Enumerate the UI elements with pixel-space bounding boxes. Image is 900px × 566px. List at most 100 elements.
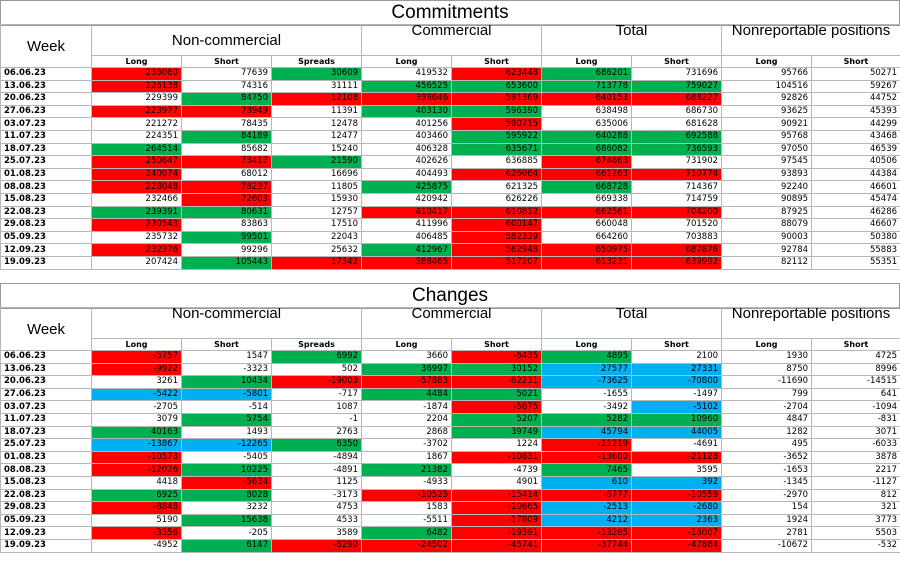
value-cell: 5207 — [450, 412, 543, 427]
value-cell: 3878 — [811, 450, 900, 465]
value-cell: 668728 — [541, 180, 633, 194]
value-cell: 46286 — [811, 205, 900, 220]
value-cell: 88079 — [721, 218, 813, 232]
value-cell: 228048 — [91, 180, 182, 194]
value-cell: 388465 — [361, 255, 452, 270]
value-cell: 799 — [721, 387, 813, 402]
value-cell: -1345 — [721, 475, 813, 490]
value-cell: 406328 — [361, 142, 452, 157]
value-cell: -1874 — [361, 400, 452, 414]
value-cell: -13285 — [541, 526, 633, 540]
week-cell: 03.07.23 — [0, 117, 92, 131]
table-row: 12.09.23 -3356 -205 3589 6482 -19391 -13285 -16… — [0, 526, 900, 540]
value-cell: -5102 — [631, 400, 723, 414]
value-cell: 83863 — [181, 218, 272, 232]
value-cell: 5190 — [91, 513, 182, 528]
value-cell: 2868 — [361, 425, 452, 440]
value-cell: 154 — [721, 501, 813, 515]
value-cell: 3232 — [181, 501, 272, 515]
value-cell: 401256 — [361, 117, 452, 131]
value-cell: 92240 — [721, 180, 813, 194]
total-header: Total — [541, 307, 723, 339]
value-cell: 406485 — [361, 230, 452, 245]
value-cell: 17342 — [271, 255, 362, 270]
table-row: 12.09.23 232376 99296 25632 412967 562948 6509… — [0, 243, 900, 257]
changes-title: Changes — [0, 283, 900, 309]
week-cell: 29.08.23 — [0, 501, 92, 515]
value-cell: 264514 — [91, 142, 182, 157]
value-cell: 43468 — [811, 129, 900, 144]
value-cell: 11391 — [271, 104, 362, 119]
value-cell: 44384 — [811, 167, 900, 182]
week-header: Week — [0, 24, 92, 68]
value-cell: 411996 — [361, 218, 452, 232]
value-cell: 731696 — [631, 67, 723, 81]
table-row: 11.07.23 3079 5754 -1 2204 5207 5282 10960 4847-… — [0, 412, 900, 427]
week-cell: 15.08.23 — [0, 192, 92, 207]
value-cell: 84189 — [181, 129, 272, 144]
value-cell: -70800 — [631, 375, 723, 389]
value-cell: 321 — [811, 501, 900, 515]
value-cell: 59267 — [811, 79, 900, 94]
value-cell: -717 — [271, 387, 362, 402]
value-cell: 688227 — [631, 92, 723, 106]
value-cell: 1583 — [361, 501, 452, 515]
week-header: Week — [0, 307, 92, 351]
week-cell: 20.06.23 — [0, 92, 92, 106]
value-cell: 240074 — [91, 167, 182, 182]
value-cell: 4847 — [721, 412, 813, 427]
value-cell: 12478 — [271, 117, 362, 131]
value-cell: 46539 — [811, 142, 900, 157]
week-cell: 13.06.23 — [0, 362, 92, 377]
table-row: 13.06.23 226138 74316 31111 456525 653600 7137… — [0, 79, 900, 94]
table-row: 18.07.23 264514 85682 15240 406328 635671 6860… — [0, 142, 900, 157]
value-cell: 640153 — [541, 92, 633, 106]
value-cell: 2363 — [631, 513, 723, 528]
value-cell: 50271 — [811, 67, 900, 81]
value-cell: 6147 — [181, 538, 272, 553]
value-cell: 704200 — [631, 205, 723, 220]
week-cell: 25.07.23 — [0, 155, 92, 169]
value-cell: -5422 — [91, 387, 182, 402]
value-cell: 3079 — [91, 412, 182, 427]
value-cell: 45474 — [811, 192, 900, 207]
value-cell: 686082 — [541, 142, 633, 157]
value-cell: 104516 — [721, 79, 813, 94]
value-cell: 4725 — [811, 350, 900, 364]
week-cell: 01.08.23 — [0, 167, 92, 182]
value-cell: 97545 — [721, 155, 813, 169]
value-cell: 562948 — [450, 243, 543, 257]
value-cell: 610812 — [450, 205, 543, 220]
table-row: 22.08.23 6925 8028 -3173 -10525 -15414 -6777 -1… — [0, 488, 900, 503]
value-cell: -831 — [811, 412, 900, 427]
value-cell: 77639 — [181, 67, 272, 81]
nonreportable-header: Nonreportable positions — [721, 24, 900, 56]
value-cell: 621325 — [450, 180, 543, 194]
value-cell: 713778 — [541, 79, 633, 94]
value-cell: 85682 — [181, 142, 272, 157]
value-cell: 4533 — [271, 513, 362, 528]
value-cell: 412967 — [361, 243, 452, 257]
value-cell: 495 — [721, 438, 813, 452]
table-row: 13.06.23 -9922 -3323 502 36997 30152 27577 2733… — [0, 362, 900, 377]
commercial-header: Commercial — [360, 24, 543, 56]
value-cell: 3595 — [631, 463, 723, 477]
value-cell: 16696 — [271, 167, 362, 182]
short-subheader: Short — [631, 55, 723, 68]
value-cell: 714759 — [631, 192, 723, 207]
value-cell: -1127 — [811, 475, 900, 490]
week-cell: 08.08.23 — [0, 180, 92, 194]
nonreportable-header: Nonreportable positions — [721, 307, 900, 339]
value-cell: -4933 — [361, 475, 452, 490]
value-cell: 221272 — [91, 117, 182, 131]
value-cell: 502 — [271, 362, 362, 377]
value-cell: 25632 — [271, 243, 362, 257]
long-subheader: Long — [721, 55, 813, 68]
value-cell: 10434 — [181, 375, 272, 389]
value-cell: 239391 — [91, 205, 182, 220]
spreads-subheader: Spreads — [271, 338, 362, 351]
value-cell: 2100 — [631, 350, 723, 364]
value-cell: 1224 — [450, 438, 543, 452]
value-cell: 669338 — [541, 192, 633, 207]
value-cell: 229399 — [91, 92, 182, 106]
